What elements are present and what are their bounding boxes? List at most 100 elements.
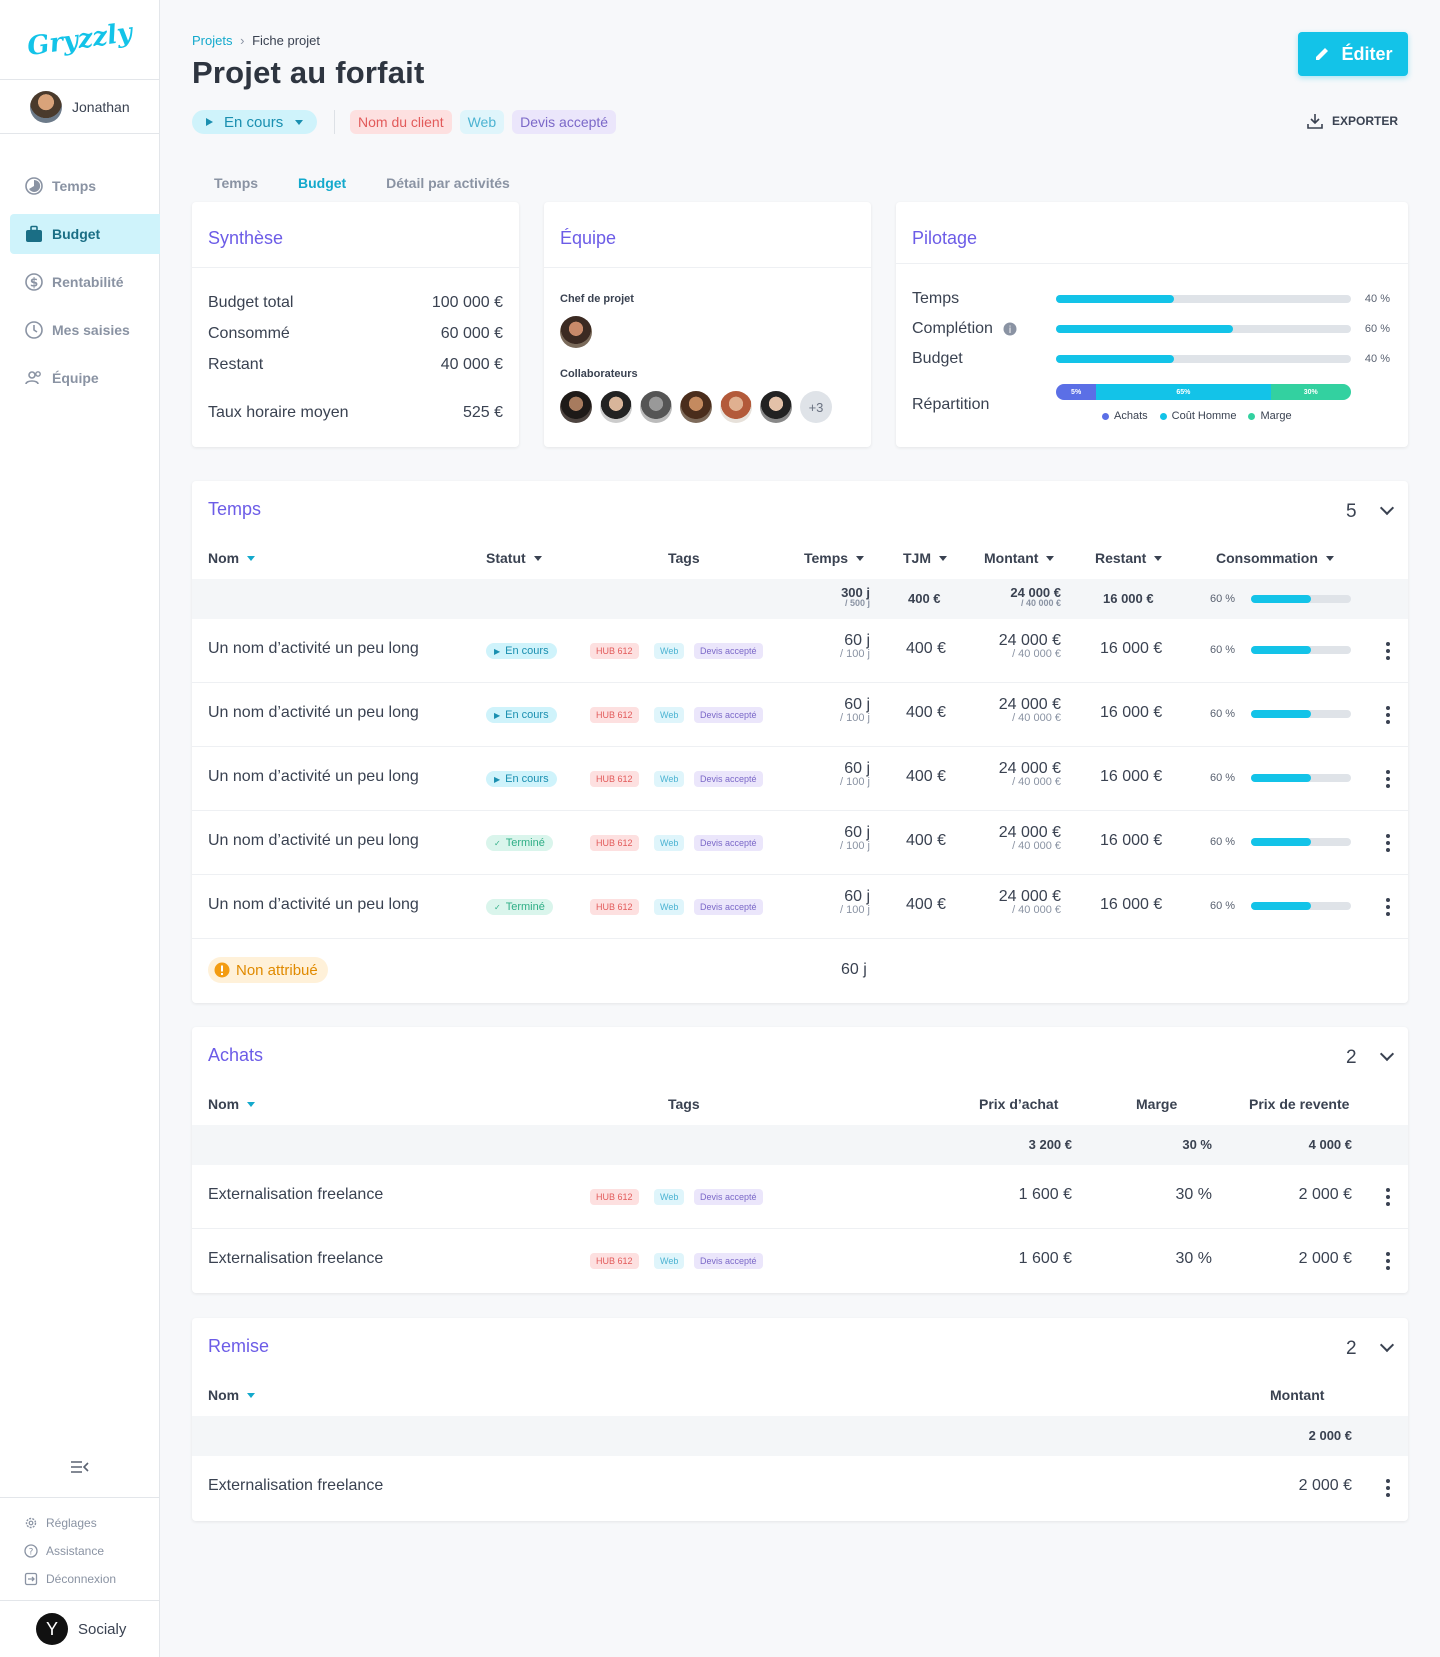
status-dropdown[interactable]: En cours — [192, 110, 317, 134]
col-header-nom[interactable]: Nom — [208, 1387, 256, 1403]
download-icon — [1307, 114, 1323, 129]
tag-web[interactable]: Web — [654, 1189, 685, 1205]
more-collaborators[interactable]: +3 — [800, 391, 832, 423]
collaborator-avatar[interactable] — [600, 391, 632, 423]
col-header-nom[interactable]: Nom — [208, 550, 256, 566]
more-options-icon[interactable] — [1386, 1252, 1390, 1270]
more-options-icon[interactable] — [1386, 642, 1390, 660]
tag-devis[interactable]: Devis accepté — [694, 1253, 763, 1269]
tag-web[interactable]: Web — [459, 110, 505, 134]
row-status[interactable]: ✓ Terminé — [486, 899, 553, 915]
nav-item-mes-saisies[interactable]: Mes saisies — [10, 310, 160, 350]
more-options-icon[interactable] — [1386, 706, 1390, 724]
table-row[interactable]: Externalisation freelance HUB 612 Web Devi… — [192, 1229, 1408, 1293]
row-status[interactable]: ▶ En cours — [486, 771, 557, 787]
app-logo[interactable]: Gryzzly — [0, 0, 160, 80]
more-options-icon[interactable] — [1386, 770, 1390, 788]
footer-item-reglages[interactable]: Réglages — [24, 1516, 97, 1530]
tag-web[interactable]: Web — [654, 707, 685, 723]
user-profile[interactable]: Jonathan — [0, 80, 160, 134]
nav-item-equipe[interactable]: Équipe — [10, 358, 160, 398]
chevron-down-icon[interactable] — [1379, 500, 1395, 516]
more-options-icon[interactable] — [1386, 1479, 1390, 1497]
row-status[interactable]: ▶ En cours — [486, 643, 557, 659]
table-row[interactable]: Un nom d’activité un peu long ✓ Terminé H… — [192, 811, 1408, 875]
section-title: Temps — [208, 499, 262, 519]
footer-label: Réglages — [46, 1516, 97, 1530]
row-status[interactable]: ▶ En cours — [486, 707, 557, 723]
legend-dot — [1102, 412, 1109, 420]
col-header-consommation[interactable]: Consommation — [1216, 550, 1334, 566]
col-header-temps[interactable]: Temps — [804, 550, 865, 566]
tag-web[interactable]: Web — [654, 643, 685, 659]
tag-hub[interactable]: HUB 612 — [590, 1189, 639, 1205]
more-options-icon[interactable] — [1386, 1188, 1390, 1206]
org-switcher[interactable]: Y Socialy — [0, 1600, 160, 1657]
row-value: 40 000 € — [440, 356, 503, 373]
row-status[interactable]: ✓ Terminé — [486, 835, 553, 851]
tab-detail-activites[interactable]: Détail par activités — [386, 175, 510, 191]
tag-client[interactable]: Nom du client — [350, 110, 452, 134]
table-row[interactable]: Un nom d’activité un peu long ▶ En cours … — [192, 747, 1408, 811]
tag-web[interactable]: Web — [654, 899, 685, 915]
col-header-statut[interactable]: Statut — [486, 550, 542, 566]
collapse-menu-icon[interactable] — [70, 1460, 90, 1479]
tag-web[interactable]: Web — [654, 835, 685, 851]
chevron-down-icon[interactable] — [1379, 1337, 1395, 1353]
collaborator-avatar[interactable] — [760, 391, 792, 423]
tag-devis[interactable]: Devis accepté — [694, 771, 763, 787]
repartition-segment: 5% — [1056, 384, 1097, 400]
tag-hub[interactable]: HUB 612 — [590, 835, 639, 851]
tag-web[interactable]: Web — [654, 771, 685, 787]
tag-hub[interactable]: HUB 612 — [590, 643, 639, 659]
tag-devis[interactable]: Devis accepté — [694, 643, 763, 659]
more-options-icon[interactable] — [1386, 898, 1390, 916]
tab-temps[interactable]: Temps — [214, 175, 259, 191]
collaborator-avatar[interactable] — [640, 391, 672, 423]
divider — [896, 263, 1408, 264]
nav-item-rentabilite[interactable]: $ Rentabilité — [10, 262, 160, 302]
more-options-icon[interactable] — [1386, 834, 1390, 852]
tag-hub[interactable]: HUB 612 — [590, 899, 639, 915]
tag-devis[interactable]: Devis accepté — [694, 1189, 763, 1205]
col-header-tjm[interactable]: TJM — [903, 550, 947, 566]
col-header-montant[interactable]: Montant — [984, 550, 1055, 566]
breadcrumb: Projets › Fiche projet — [192, 33, 320, 48]
tag-devis[interactable]: Devis accepté — [694, 835, 763, 851]
chevron-down-icon[interactable] — [1379, 1046, 1395, 1062]
unassigned-badge[interactable]: Non attribué — [208, 957, 328, 983]
footer-item-assistance[interactable]: ? Assistance — [24, 1544, 104, 1558]
summary-prix-revente: 4 000 € — [1308, 1137, 1352, 1152]
collaborator-avatar[interactable] — [720, 391, 752, 423]
nav-item-temps[interactable]: Temps — [10, 166, 160, 206]
sort-icon — [247, 1392, 256, 1398]
table-row[interactable]: Un nom d’activité un peu long ▶ En cours … — [192, 683, 1408, 747]
row-prix-achat: 1 600 € — [1018, 1186, 1072, 1203]
edit-button[interactable]: Éditer — [1298, 32, 1408, 76]
col-header-nom[interactable]: Nom — [208, 1096, 256, 1112]
col-header-restant[interactable]: Restant — [1095, 550, 1163, 566]
header-label: Tags — [668, 1096, 700, 1112]
table-row[interactable]: Externalisation freelance HUB 612 Web Devi… — [192, 1165, 1408, 1229]
tag-devis[interactable]: Devis accepté — [694, 899, 763, 915]
footer-item-deconnexion[interactable]: Déconnexion — [24, 1572, 116, 1586]
tag-devis[interactable]: Devis accepté — [694, 707, 763, 723]
breadcrumb-projets-link[interactable]: Projets — [192, 33, 233, 48]
table-row[interactable]: Un nom d’activité un peu long ✓ Terminé H… — [192, 875, 1408, 939]
user-name: Jonathan — [72, 98, 130, 115]
tag-devis[interactable]: Devis accepté — [512, 110, 617, 134]
info-icon[interactable]: i — [1003, 322, 1017, 336]
collaborator-avatar[interactable] — [560, 391, 592, 423]
nav-item-budget[interactable]: Budget — [10, 214, 160, 254]
export-button[interactable]: EXPORTER — [1306, 112, 1398, 130]
table-row[interactable]: Un nom d’activité un peu long ▶ En cours … — [192, 619, 1408, 683]
lead-avatar[interactable] — [560, 316, 592, 353]
tag-hub[interactable]: HUB 612 — [590, 707, 639, 723]
collaborator-avatar[interactable] — [680, 391, 712, 423]
tag-hub[interactable]: HUB 612 — [590, 771, 639, 787]
row-temps: 60 j/ 100 j — [840, 760, 870, 788]
tag-web[interactable]: Web — [654, 1253, 685, 1269]
table-row[interactable]: Externalisation freelance 2 000 € — [192, 1456, 1408, 1520]
tab-budget[interactable]: Budget — [297, 175, 347, 191]
tag-hub[interactable]: HUB 612 — [590, 1253, 639, 1269]
